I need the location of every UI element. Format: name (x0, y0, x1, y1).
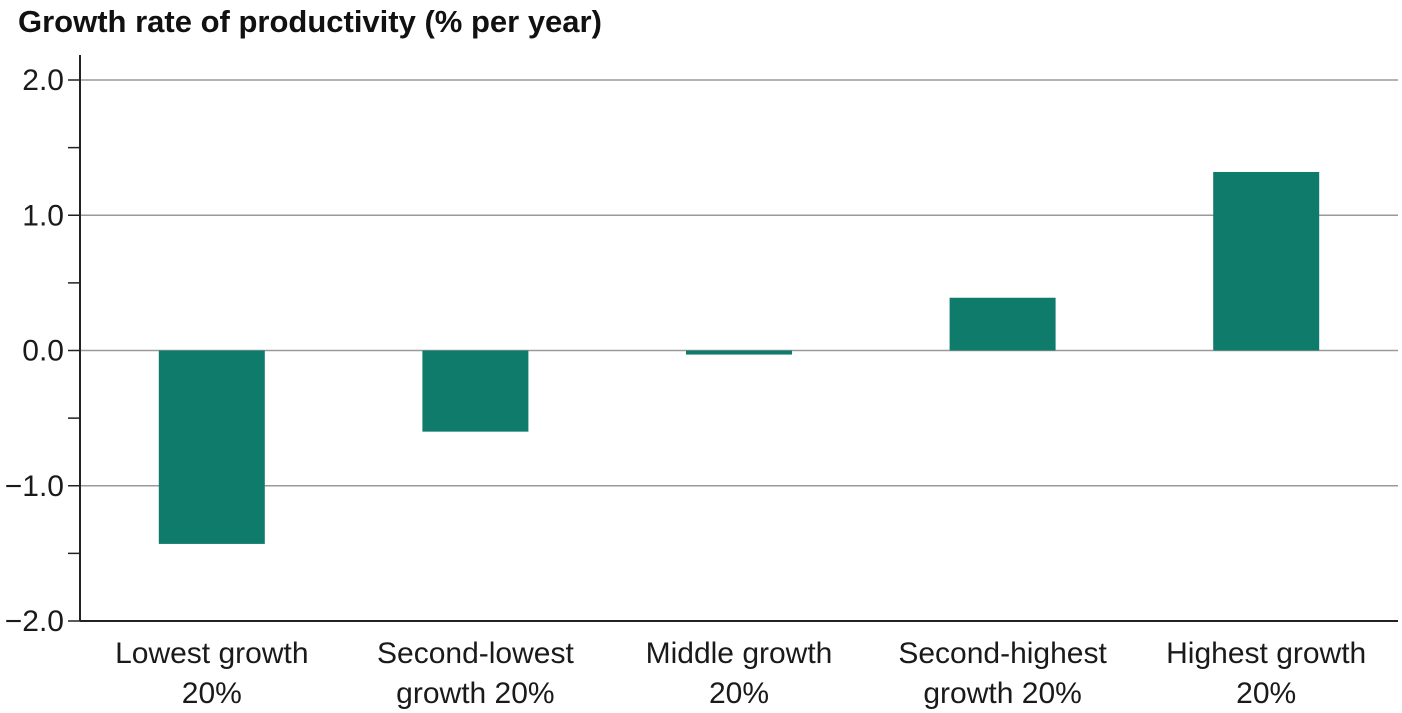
bar (1213, 171, 1320, 351)
category-label: Second-lowest (377, 637, 574, 670)
bar (686, 350, 792, 355)
bars (158, 171, 1320, 544)
gridlines (80, 79, 1398, 487)
x-axis-categories: Lowest growth 20% Second-lowest growth 20% M… (115, 637, 1366, 710)
category-label: Lowest growth (115, 637, 308, 670)
category-label: 20% (1236, 677, 1296, 710)
category-label: 20% (709, 677, 769, 710)
category-label: 20% (182, 677, 242, 710)
category-label: Highest growth (1166, 637, 1366, 670)
chart-title: Growth rate of productivity (% per year) (18, 4, 602, 39)
category-label: Second-highest (898, 637, 1107, 670)
category-label: growth 20% (396, 677, 554, 710)
y-tick-label: 2.0 (22, 64, 64, 97)
y-tick-label: 1.0 (22, 199, 64, 232)
y-axis: 2.0 1.0 0.0 −1.0 −2.0 (5, 55, 1398, 638)
bar (422, 350, 529, 432)
bar (158, 350, 265, 544)
y-tick-label: 0.0 (22, 335, 64, 368)
bar (949, 297, 1056, 351)
y-tick-label: −1.0 (5, 470, 64, 503)
category-label: growth 20% (923, 677, 1081, 710)
category-label: Middle growth (646, 637, 833, 670)
y-tick-label: −2.0 (5, 605, 64, 638)
